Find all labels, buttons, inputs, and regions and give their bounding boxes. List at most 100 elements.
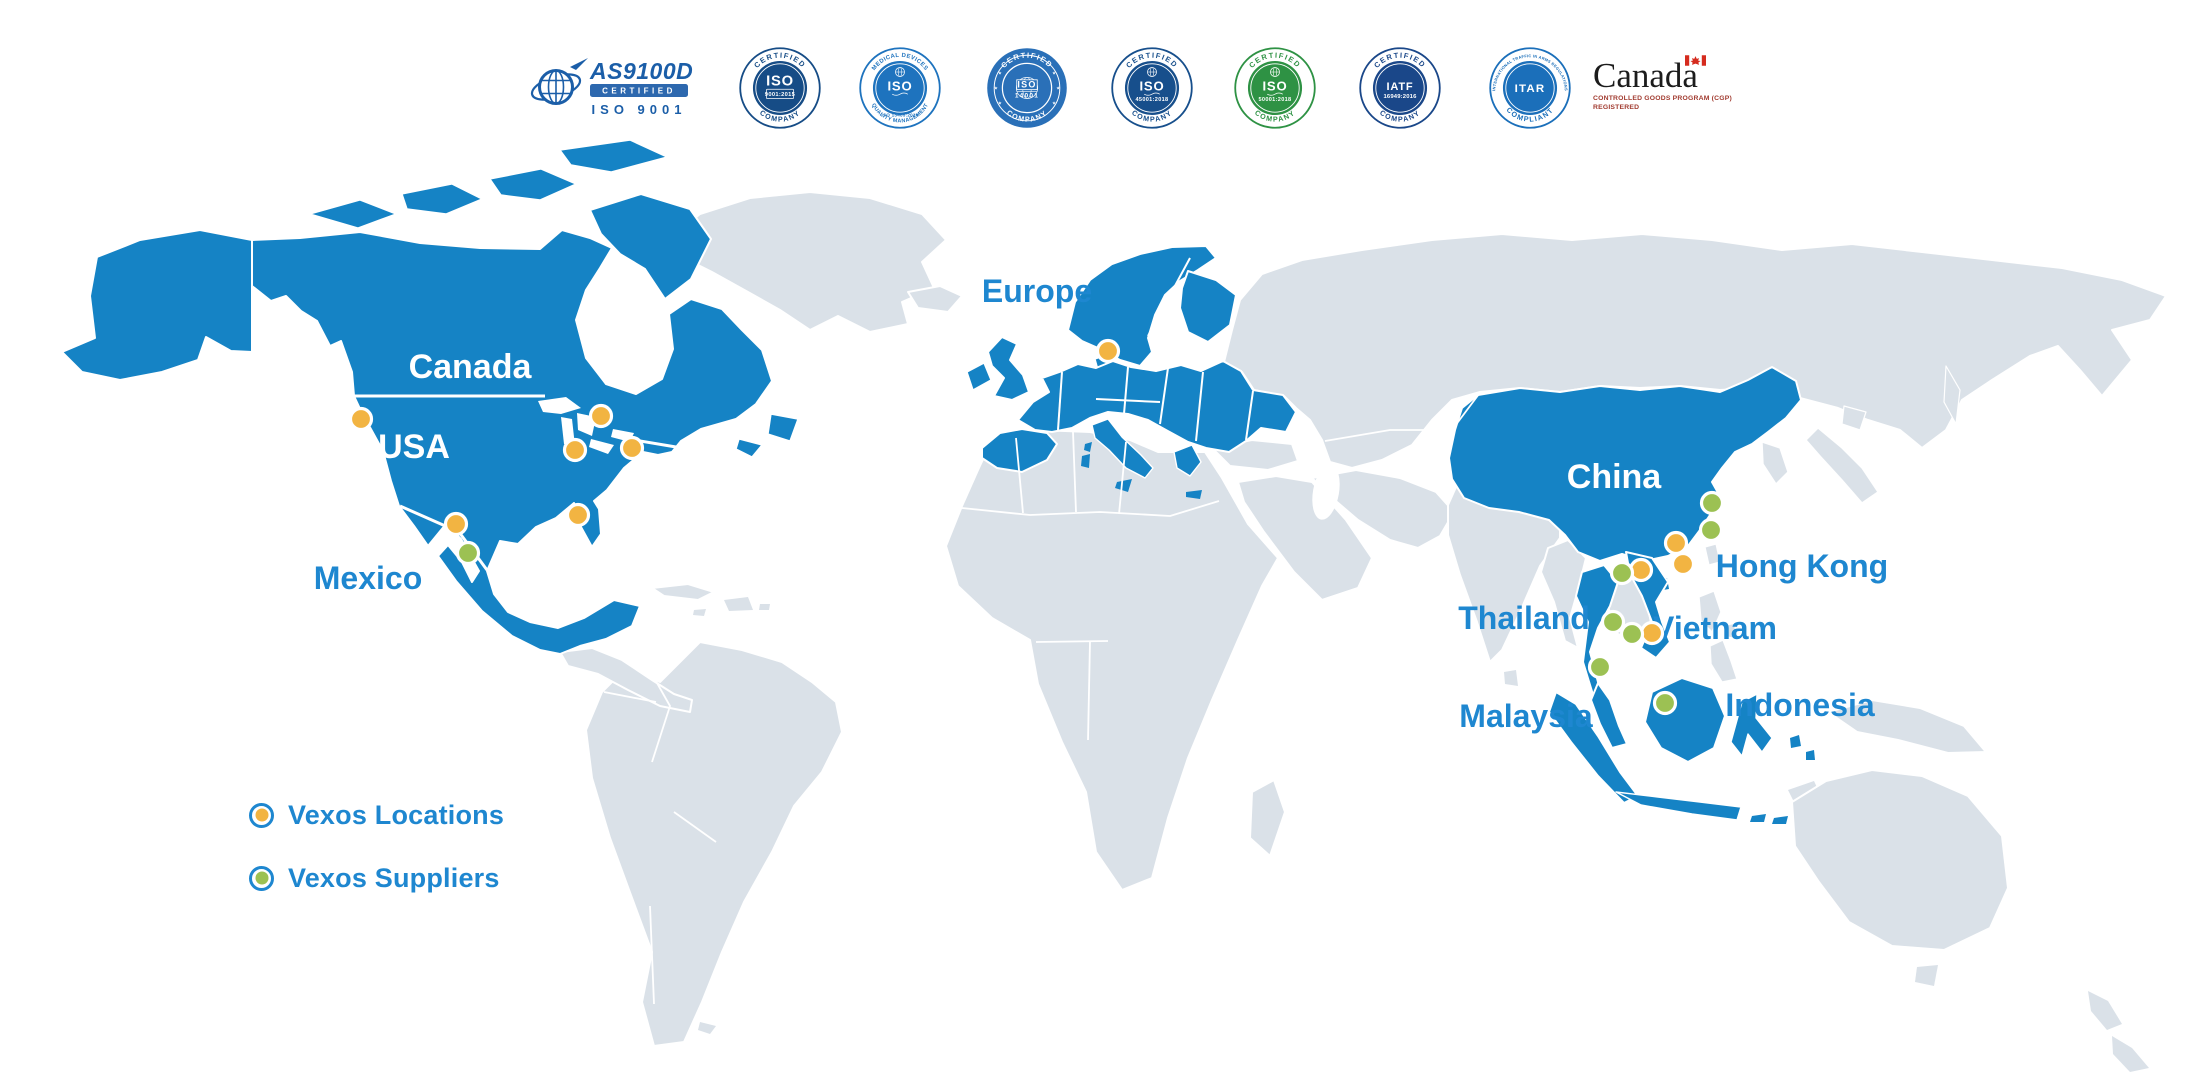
region-iran-pakistan [1311, 469, 1455, 549]
legend-item-suppliers: Vexos Suppliers [249, 862, 504, 894]
canada-flag-icon [1684, 55, 1706, 66]
country-iceland [907, 285, 963, 313]
svg-text:★: ★ [1052, 100, 1057, 105]
svg-text:ISO: ISO [766, 74, 794, 90]
svg-text:ISO: ISO [1139, 78, 1164, 93]
map-label-china: China [1567, 458, 1663, 496]
region-scandinavia [1067, 245, 1217, 367]
continent-south-america [585, 641, 843, 1047]
countries-layer [61, 139, 2167, 1072]
svg-text:16949:2016: 16949:2016 [1383, 94, 1417, 100]
svg-text:★: ★ [998, 71, 1003, 76]
map-label-canada: Canada [409, 348, 533, 386]
legend-label-locations: Vexos Locations [288, 799, 505, 830]
location-dot-icon [249, 802, 274, 828]
svg-text:ISO 13485:2016: ISO 13485:2016 [881, 112, 918, 117]
svg-text:ITAR: ITAR [1515, 83, 1546, 95]
svg-text:★: ★ [1056, 86, 1061, 91]
lakes-layer [538, 397, 1340, 520]
svg-text:CERTIFIED: CERTIFIED [602, 87, 676, 96]
svg-text:AS9100D: AS9100D [589, 58, 693, 84]
legend-item-locations: Vexos Locations [249, 799, 504, 831]
vexos-location-dot [619, 435, 645, 461]
vexos-location-dot [1639, 620, 1665, 646]
vexos-location-dot [588, 403, 614, 429]
island-baffin [589, 193, 712, 300]
map-dots-layer [348, 338, 1725, 716]
canada-cgp-line1: CONTROLLED GOODS PROGRAM (CGP) [1593, 95, 1732, 102]
vexos-location-dot [1670, 551, 1696, 577]
svg-text:ISO: ISO [1017, 80, 1036, 90]
svg-text:ISO: ISO [1262, 78, 1287, 93]
badge-as9100d-iso9001: AS9100D CERTIFIED ISO 9001 [530, 51, 705, 125]
svg-text:★: ★ [998, 100, 1003, 105]
canada-cgp-line2: REGISTERED [1593, 104, 1640, 111]
badge-iso-9001-2015: CERTIFIED COMPANY ISO 9001:2015 [739, 47, 821, 129]
map-legend: Vexos Locations Vexos Suppliers [249, 799, 504, 925]
vexos-location-dot [1663, 530, 1689, 556]
island-sulawesi [1730, 693, 1773, 757]
vexos-location-dot [1095, 338, 1121, 364]
map-labels-layer: Canada USA Mexico Europe China Hong Kong Thail… [314, 273, 1888, 734]
badge-iso-45001-2018: CERTIFIED COMPANY ISO 45001:2018 [1111, 47, 1193, 129]
vexos-location-dot [443, 511, 469, 537]
region-canada-usa-mexico [251, 229, 773, 655]
vexos-location-dot [348, 406, 374, 432]
svg-text:45001:2018: 45001:2018 [1136, 97, 1169, 103]
vexos-supplier-dot [1698, 517, 1724, 543]
svg-text:ISO: ISO [887, 78, 912, 93]
svg-text:IATF: IATF [1386, 81, 1413, 93]
map-label-indonesia: Indonesia [1725, 687, 1875, 723]
map-label-mexico: Mexico [314, 560, 422, 596]
vexos-location-dot [562, 437, 588, 463]
country-korea [1761, 441, 1789, 485]
active-countries [61, 139, 1815, 824]
map-label-vietnam: Vietnam [1653, 610, 1777, 646]
country-philippines [1698, 590, 1722, 633]
badge-iso-13485-2016: MEDICAL DEVICES QUALITY MANAGEMENT ISO ISO … [859, 47, 941, 129]
continent-africa [945, 429, 1279, 891]
vexos-supplier-dot [1619, 621, 1645, 647]
svg-text:50001:2018: 50001:2018 [1259, 97, 1292, 103]
vexos-supplier-dot [1587, 654, 1613, 680]
country-australia [1791, 769, 2009, 951]
region-iberia [981, 428, 1058, 473]
svg-text:ISO 9001: ISO 9001 [591, 102, 686, 117]
vexos-supplier-dot [1699, 490, 1725, 516]
island-borneo [1644, 677, 1726, 763]
country-japan [1805, 427, 1879, 504]
country-greece [1173, 444, 1202, 477]
canada-wordmark: Canada [1593, 55, 1706, 94]
svg-text:★: ★ [1052, 71, 1057, 76]
island-new-guinea [1827, 699, 1987, 754]
country-uk [987, 336, 1030, 401]
badge-iso-50001-2018: CERTIFIED COMPANY ISO 50001:2018 [1234, 47, 1316, 129]
region-central-america [559, 647, 693, 713]
map-label-thailand: Thailand [1458, 600, 1590, 636]
country-madagascar [1249, 779, 1286, 857]
svg-text:★: ★ [994, 86, 999, 91]
certification-badges-row: AS9100D CERTIFIED ISO 9001 CERTIFIED COMPANY… [0, 0, 2200, 170]
vexos-supplier-dot [1609, 560, 1635, 586]
badge-canada-cgp: Canada CONTROLLED GOODS PROGRAM (CGP) REGI… [1593, 55, 1743, 112]
region-mainland-europe [1017, 360, 1297, 453]
svg-text:14001: 14001 [1015, 92, 1039, 99]
country-malaysia [1590, 682, 1628, 749]
state-alaska [61, 229, 253, 381]
country-new-zealand [2088, 991, 2122, 1030]
region-russia-central-asia [1223, 233, 2167, 469]
legend-label-suppliers: Vexos Suppliers [288, 862, 500, 893]
vexos-location-dot [565, 502, 591, 528]
badge-itar: INTERNATIONAL TRAFFIC IN ARMS REGULATION… [1489, 47, 1571, 129]
inactive-countries [559, 191, 2167, 1072]
island-java [1615, 791, 1742, 821]
country-italy [1091, 418, 1154, 479]
country-finland [1179, 270, 1237, 343]
badge-iatf-16949-2016: CERTIFIED COMPANY IATF 16949:2016 [1359, 47, 1441, 129]
badge-iso-14001: CERTIFIED COMPANY ★ ★ ★ ★ ★ ★ ISO 14001 [986, 47, 1068, 129]
region-arabia [1237, 475, 1373, 601]
map-label-malaysia: Malaysia [1459, 698, 1593, 734]
